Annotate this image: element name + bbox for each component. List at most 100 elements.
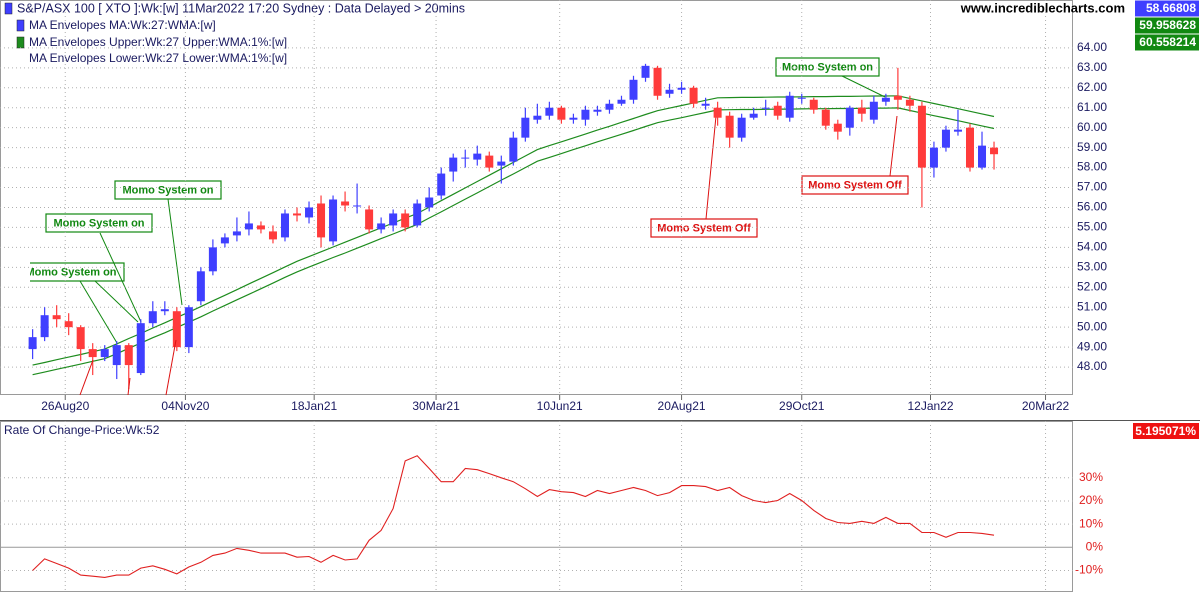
candle-body	[40, 315, 49, 338]
annotation-pointer	[127, 377, 131, 396]
x-tick-label: 26Aug20	[41, 399, 89, 413]
candle-body	[377, 223, 386, 230]
legend-label: MA Envelopes Lower:Wk:27 Lower:WMA:1%:[w…	[29, 51, 287, 65]
y-tick-label: 55.00	[1077, 220, 1107, 234]
candle-body	[881, 97, 890, 102]
candle-body	[533, 115, 542, 120]
candle-body	[220, 237, 229, 244]
candle-body	[280, 213, 289, 238]
candle-body	[160, 309, 169, 312]
candle-body	[833, 123, 842, 132]
candle-body	[413, 203, 422, 226]
candle-body	[905, 99, 914, 106]
candle-body	[773, 105, 782, 116]
last-value-box	[1135, 17, 1199, 34]
candle-body	[485, 155, 494, 168]
last-value-box	[1135, 0, 1199, 17]
candle-body	[172, 311, 181, 348]
candle-body	[317, 203, 326, 238]
price-panel-frame	[0, 0, 1073, 395]
candle-body	[617, 99, 626, 104]
candle-body	[665, 89, 674, 94]
y-tick-label: 64.00	[1077, 40, 1107, 54]
last-value: 58.66808	[1146, 1, 1196, 15]
y-tick-label: 53.00	[1077, 259, 1107, 273]
last-value: 60.558214	[1139, 35, 1196, 49]
last-value: 5.195071%	[1135, 424, 1196, 438]
annotation-text: Momo System on	[53, 217, 144, 229]
candle-body	[929, 147, 938, 168]
candle-body	[761, 107, 770, 109]
annotation-text: Momo System on	[782, 61, 873, 73]
chart-title: S&P/ASX 100 [ XTO ]:Wk:[w] 11Mar2022 17:…	[17, 1, 465, 15]
y-tick-label: 57.00	[1077, 180, 1107, 194]
roc-line	[32, 455, 995, 578]
y-tick-label: 10%	[1079, 516, 1103, 530]
annotation-box	[650, 218, 758, 238]
candle-body	[797, 97, 806, 99]
x-tick-label: 29Oct21	[779, 399, 825, 413]
y-tick-label: -10%	[1075, 563, 1103, 577]
annotation-pointer	[167, 198, 183, 306]
legend-swatch	[16, 19, 25, 32]
candle-body	[256, 225, 265, 230]
annotation-text: Momo System Off	[808, 179, 902, 191]
candle-body	[689, 87, 698, 104]
y-tick-label: 59.00	[1077, 140, 1107, 154]
candle-body	[845, 107, 854, 128]
y-tick-label: 48.00	[1077, 359, 1107, 373]
y-tick-label: 52.00	[1077, 279, 1107, 293]
candle-body	[88, 349, 97, 358]
last-value-box	[1135, 34, 1199, 51]
candle-body	[869, 101, 878, 120]
candle-body	[809, 99, 818, 110]
annotation-box	[114, 180, 222, 200]
candle-body	[941, 129, 950, 148]
x-tick-label: 30Mar21	[412, 399, 460, 413]
candle-body	[184, 307, 193, 348]
candle-body	[677, 87, 686, 90]
candle-body	[629, 79, 638, 100]
candle-body	[953, 129, 962, 132]
y-tick-label: 54.00	[1077, 240, 1107, 254]
y-tick-label: 50.00	[1077, 319, 1107, 333]
candle-body	[990, 147, 999, 155]
annotation-pointer	[705, 115, 717, 220]
candle-body	[136, 323, 145, 374]
candle-body	[749, 113, 758, 118]
candle-body	[545, 107, 554, 116]
annotation-box	[775, 57, 880, 77]
candle-body	[557, 107, 566, 120]
annotation-pointer	[79, 280, 118, 344]
candle-body	[305, 207, 314, 218]
y-tick-label: 49.00	[1077, 339, 1107, 353]
y-tick-label: 63.00	[1077, 60, 1107, 74]
candle-body	[208, 247, 217, 272]
x-tick-label: 18Jan21	[291, 399, 337, 413]
annotation-text: Momo System on	[122, 184, 213, 196]
y-tick-label: 0%	[1086, 539, 1104, 553]
indicator-label: MA Envelopes MA:Wk:27:WMA:[w]	[29, 18, 216, 32]
candle-body	[821, 109, 830, 126]
candle-body	[857, 107, 866, 114]
candle-body	[449, 157, 458, 172]
candle-body	[425, 197, 434, 208]
annotation-pointer	[79, 359, 94, 396]
candle-body	[509, 137, 518, 162]
candle-body	[244, 223, 253, 230]
candle-body	[605, 103, 614, 110]
candle-body	[112, 345, 121, 366]
y-tick-label: 60.00	[1077, 120, 1107, 134]
candle-body	[473, 153, 482, 160]
last-value-box	[1133, 423, 1199, 439]
candle-body	[28, 337, 37, 350]
candle-body	[593, 109, 602, 112]
y-tick-label: 51.00	[1077, 299, 1107, 313]
candle-body	[329, 199, 338, 242]
legend-swatch	[16, 36, 25, 49]
roc-panel-frame	[0, 421, 1073, 592]
y-tick-label: 56.00	[1077, 200, 1107, 214]
